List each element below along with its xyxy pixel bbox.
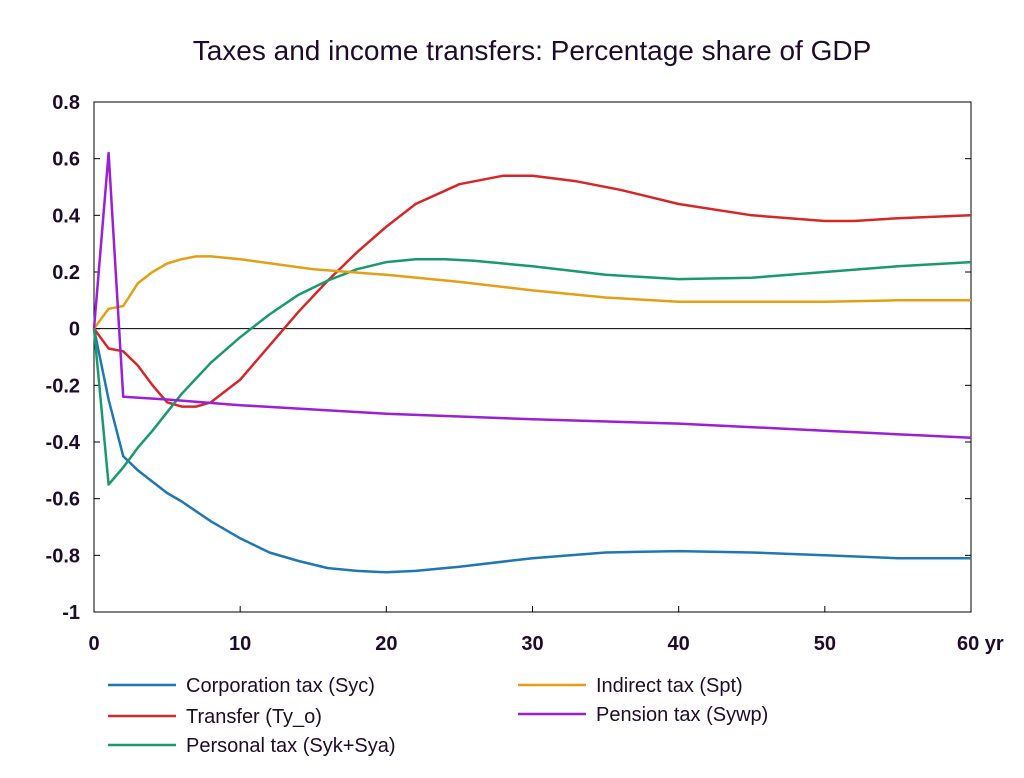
y-tick-label: 0.4 <box>52 205 81 227</box>
series-line-corporation-tax-syc <box>92 328 971 574</box>
series-line-personal-tax-syk-sya <box>92 257 972 486</box>
legend-label: Pension tax (Sywp) <box>596 704 768 726</box>
x-tick-label: 60 yr <box>957 633 1004 655</box>
legend-label: Indirect tax (Spt) <box>596 675 743 697</box>
y-tick-label: -0.6 <box>46 489 80 511</box>
plot-area: 0.8 0.6 0.4 0.2 0 -0.2 -0.4 -0.6 -0.8 -1 0 10 20 30 40… <box>46 92 1004 655</box>
x-tick-label: 30 <box>521 633 543 655</box>
y-tick-label: 0 <box>69 319 80 341</box>
y-tick-label: -0.4 <box>46 432 81 454</box>
plot-frame <box>93 101 972 613</box>
x-tick-label: 0 <box>88 633 99 655</box>
y-tick-label: 0.6 <box>52 149 80 171</box>
x-tick-label: 40 <box>668 633 690 655</box>
legend-label: Transfer (Ty_o) <box>186 706 322 728</box>
y-tick-label: -0.8 <box>46 545 80 567</box>
legend-label: Corporation tax (Syc) <box>186 675 375 697</box>
x-tick-label: 50 <box>814 633 836 655</box>
legend-label: Personal tax (Syk+Sya) <box>186 735 396 757</box>
x-tick-label: 20 <box>375 633 397 655</box>
chart-title: Taxes and income transfers: Percentage s… <box>193 35 872 66</box>
y-tick-label: -1 <box>62 602 80 624</box>
series-line-indirect-tax-spt <box>92 255 971 330</box>
y-tick-label: -0.2 <box>46 375 80 397</box>
y-tick-label: 0.8 <box>52 92 80 114</box>
series-line-transfer-ty-o <box>92 174 972 408</box>
x-tick-label: 10 <box>229 633 251 655</box>
series-line-pension-tax-sywp <box>92 151 972 440</box>
chart-legend: Corporation tax (Syc) Indirect tax (Spt) T… <box>108 675 768 757</box>
y-tick-label: 0.2 <box>52 262 80 284</box>
